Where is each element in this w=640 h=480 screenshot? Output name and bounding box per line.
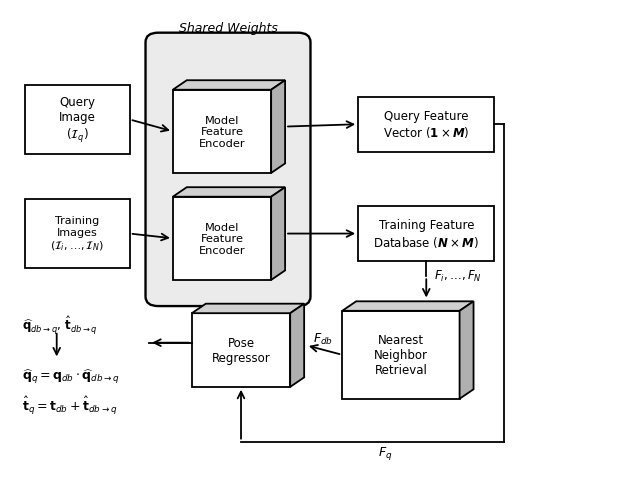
Polygon shape [271, 188, 285, 280]
Polygon shape [192, 313, 290, 387]
Polygon shape [460, 301, 474, 399]
Text: Query
Image
($\mathcal{I}_q$): Query Image ($\mathcal{I}_q$) [59, 96, 96, 144]
Text: $\hat{\mathbf{t}}_q = \mathbf{t}_{db} + \hat{\mathbf{t}}_{db\to q}$: $\hat{\mathbf{t}}_q = \mathbf{t}_{db} + … [22, 394, 117, 416]
Bar [25, 86, 130, 155]
Bar [25, 200, 130, 268]
Text: $F_{db}$: $F_{db}$ [313, 332, 333, 347]
Text: Model
Feature
Encoder: Model Feature Encoder [198, 222, 245, 255]
Polygon shape [290, 304, 304, 387]
Text: $F_i, \ldots, F_N$: $F_i, \ldots, F_N$ [434, 268, 482, 283]
Text: Nearest
Neighbor
Retrieval: Nearest Neighbor Retrieval [374, 334, 428, 376]
Text: $\widehat{\mathbf{q}}_q = \mathbf{q}_{db} \cdot \widehat{\mathbf{q}}_{db\to q}$: $\widehat{\mathbf{q}}_q = \mathbf{q}_{db… [22, 367, 120, 385]
Polygon shape [342, 301, 474, 311]
Text: Training Feature
Database ($\boldsymbol{N} \times \boldsymbol{M}$): Training Feature Database ($\boldsymbol{… [373, 219, 479, 249]
Polygon shape [173, 81, 285, 91]
Polygon shape [173, 197, 271, 280]
Text: $F_q$: $F_q$ [378, 444, 392, 461]
Text: Query Feature
Vector ($\mathbf{1} \times \boldsymbol{M}$): Query Feature Vector ($\mathbf{1} \times… [383, 110, 470, 140]
Polygon shape [173, 91, 271, 174]
Text: Training
Images
($\mathcal{I}_i,\ldots,\mathcal{I}_N$): Training Images ($\mathcal{I}_i,\ldots,\… [51, 216, 104, 252]
Text: Pose
Regressor: Pose Regressor [212, 336, 270, 364]
Polygon shape [342, 311, 460, 399]
Text: Shared Weights: Shared Weights [179, 22, 278, 35]
Text: Model
Feature
Encoder: Model Feature Encoder [198, 116, 245, 149]
Bar [358, 207, 495, 261]
Polygon shape [173, 188, 285, 197]
Bar [358, 97, 495, 152]
FancyBboxPatch shape [145, 34, 310, 306]
Polygon shape [192, 304, 304, 313]
Text: $\widehat{\mathbf{q}}_{db\to q},\, \hat{\mathbf{t}}_{db\to q}$: $\widehat{\mathbf{q}}_{db\to q},\, \hat{… [22, 313, 97, 335]
Polygon shape [271, 81, 285, 174]
